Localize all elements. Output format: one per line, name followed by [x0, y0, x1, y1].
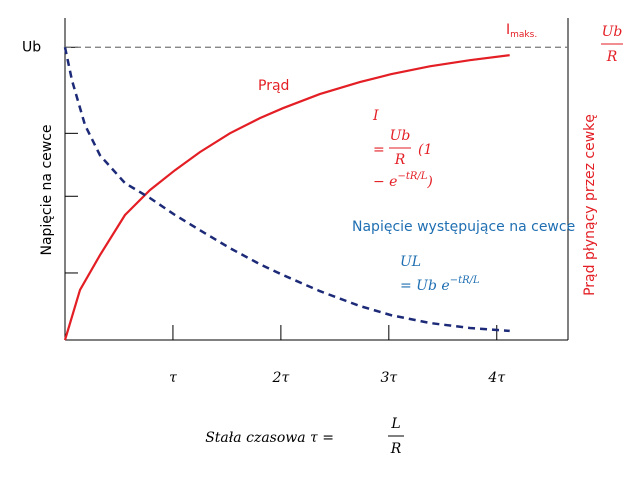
x-label-num: L	[390, 416, 400, 432]
series-line	[63, 47, 510, 333]
formula-part: R	[394, 152, 406, 168]
formula-exp: −tR/L	[450, 275, 480, 286]
series-label: Napięcie występujące na cewce	[352, 219, 575, 235]
formula-part: UL	[400, 254, 421, 270]
formula-part: I	[372, 108, 379, 124]
y2-axis-label: Prąd płynący przez cewkę	[582, 114, 598, 296]
series-line	[63, 54, 510, 341]
x-tick-label: τ	[169, 370, 177, 386]
formula-part: = Ub e−tR/L	[400, 275, 480, 295]
x-tick-label: 4τ	[487, 370, 505, 386]
formula-part: =	[373, 142, 385, 158]
x-axis-label: Stała czasowa τ =	[205, 430, 334, 446]
formula-exp: −tR/L	[397, 171, 427, 182]
formula-part: = Ub e	[400, 278, 450, 294]
y2-unit-num: Ub	[602, 24, 623, 40]
formula-part: (1	[418, 142, 432, 158]
formula-part: − e−tR/L)	[373, 171, 433, 191]
x-label-den: R	[390, 441, 402, 457]
formula-part: − e	[373, 174, 397, 190]
current-max-sub: maks.	[510, 30, 537, 40]
voltage-formula: UL = Ub e−tR/L	[400, 254, 480, 294]
current-max-main: I	[506, 22, 510, 38]
x-tick-label: 2τ	[272, 370, 290, 386]
y-tick-label: Ub	[22, 39, 41, 55]
series-label: Prąd	[258, 78, 289, 94]
formula-part: Ub	[390, 128, 411, 144]
y2-unit-den: R	[606, 49, 618, 65]
x-tick-label: 3τ	[380, 370, 397, 386]
y-axis-label: Napięcie na cewce	[39, 124, 55, 255]
current-max-label: Imaks.	[506, 22, 537, 40]
current-formula: I = Ub R (1 − e−tR/L)	[372, 108, 433, 190]
formula-part: )	[426, 174, 432, 190]
